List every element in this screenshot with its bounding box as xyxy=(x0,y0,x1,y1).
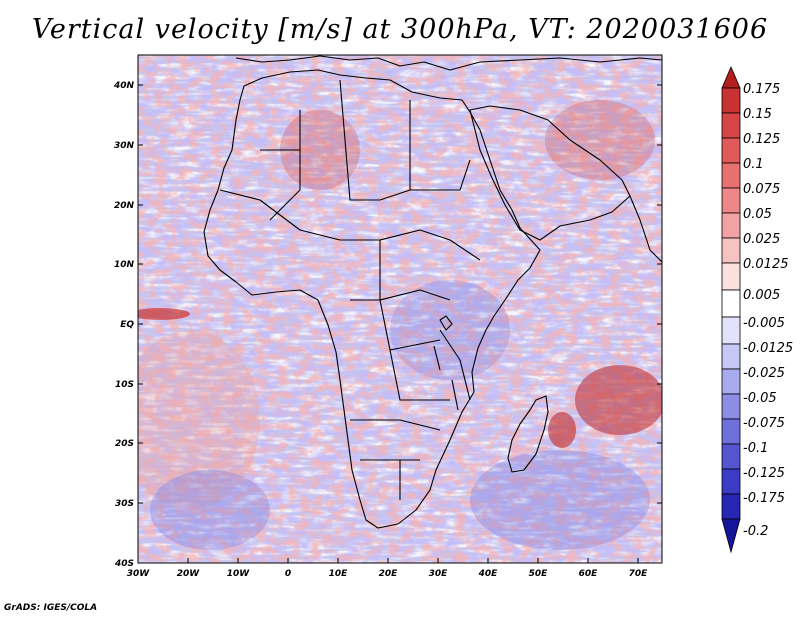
colorbar-swatch xyxy=(721,289,741,318)
colorbar-swatch xyxy=(721,343,741,370)
axis-ticks xyxy=(138,84,662,563)
colorbar-label: -0.025 xyxy=(743,366,785,381)
colorbar-swatch xyxy=(721,418,741,445)
lat-label: 30S xyxy=(115,499,134,509)
colorbar-label: -0.175 xyxy=(743,491,785,506)
colorbar-label: 0.075 xyxy=(743,182,780,197)
colorbar-swatch xyxy=(721,137,741,164)
colorbar-label: -0.075 xyxy=(743,416,785,431)
colorbar-swatch xyxy=(721,493,741,520)
lon-label: 30W xyxy=(127,569,151,579)
latitude-labels: 40N 30N 20N 10N EQ 10S 20S 30S 40S xyxy=(113,81,135,569)
lon-label: 20W xyxy=(177,569,201,579)
colorbar-labels: 0.175 0.15 0.125 0.1 0.075 0.05 0.025 0.… xyxy=(743,82,793,539)
colorbar-swatch xyxy=(721,162,741,189)
lon-label: 10E xyxy=(329,569,349,579)
colorbar-label: 0.15 xyxy=(743,107,772,122)
africa-coastline xyxy=(203,69,541,529)
colorbar-swatch xyxy=(721,368,741,395)
colorbar-swatch xyxy=(721,518,741,554)
credit-text: GrADS: IGES/COLA xyxy=(4,603,98,613)
colorbar-label: 0.005 xyxy=(743,288,780,303)
colorbar-swatch xyxy=(721,443,741,470)
lon-label: 20E xyxy=(379,569,399,579)
lon-label: 50E xyxy=(529,569,549,579)
colorbar-label: 0.1 xyxy=(743,157,764,172)
colorbar-label: -0.05 xyxy=(743,391,777,406)
india-coastline xyxy=(629,195,662,263)
colorbar-swatch xyxy=(721,237,741,264)
lat-label: 40N xyxy=(113,81,135,91)
lon-label: 70E xyxy=(629,569,649,579)
lat-label: 10N xyxy=(114,260,135,270)
colorbar-swatch xyxy=(721,65,741,89)
lat-label: 40S xyxy=(114,559,134,569)
longitude-labels: 30W 20W 10W 0 10E 20E 30E 40E 50E 60E 70… xyxy=(127,569,648,579)
colorbar-label: 0.125 xyxy=(743,132,780,147)
lon-label: 40E xyxy=(478,569,499,579)
colorbar-swatch xyxy=(721,112,741,139)
colorbar-label: 0.0125 xyxy=(743,257,789,272)
lat-label: 30N xyxy=(114,141,135,151)
colorbar-swatch xyxy=(721,262,741,291)
colorbar-label: -0.005 xyxy=(743,316,785,331)
lon-label: 10W xyxy=(227,569,251,579)
colorbar-swatch xyxy=(721,212,741,239)
page-title: Vertical velocity [m/s] at 300hPa, VT: 2… xyxy=(31,14,769,45)
colorbar-swatch xyxy=(721,393,741,420)
lon-label: 30E xyxy=(429,569,449,579)
lat-label: EQ xyxy=(120,320,134,330)
lon-label: 60E xyxy=(579,569,599,579)
colorbar-label: -0.0125 xyxy=(743,341,793,356)
colorbar-swatch xyxy=(721,468,741,495)
europe-coastline xyxy=(235,55,662,71)
colorbar-label: -0.125 xyxy=(743,466,785,481)
colorbar-swatch xyxy=(721,87,741,114)
lon-label: 0 xyxy=(285,569,291,579)
colorbar-swatches xyxy=(721,65,741,554)
map-frame xyxy=(137,54,663,564)
lat-label: 20S xyxy=(115,439,134,449)
colorbar-label: 0.175 xyxy=(743,82,780,97)
lat-label: 10S xyxy=(115,380,134,390)
colorbar-label: -0.2 xyxy=(743,524,768,539)
colorbar-swatch xyxy=(721,187,741,214)
lat-label: 20N xyxy=(114,201,135,211)
arabia-coastline xyxy=(469,105,631,241)
colorbar-label: 0.05 xyxy=(743,207,772,222)
colorbar-swatch xyxy=(721,316,741,345)
madagascar-coastline xyxy=(507,395,549,473)
coastlines xyxy=(203,55,662,529)
colorbar-label: -0.1 xyxy=(743,441,768,456)
map-field xyxy=(138,55,662,563)
colorbar-label: 0.025 xyxy=(743,232,780,247)
colorbar: 0.175 0.15 0.125 0.1 0.075 0.05 0.025 0.… xyxy=(721,65,793,554)
